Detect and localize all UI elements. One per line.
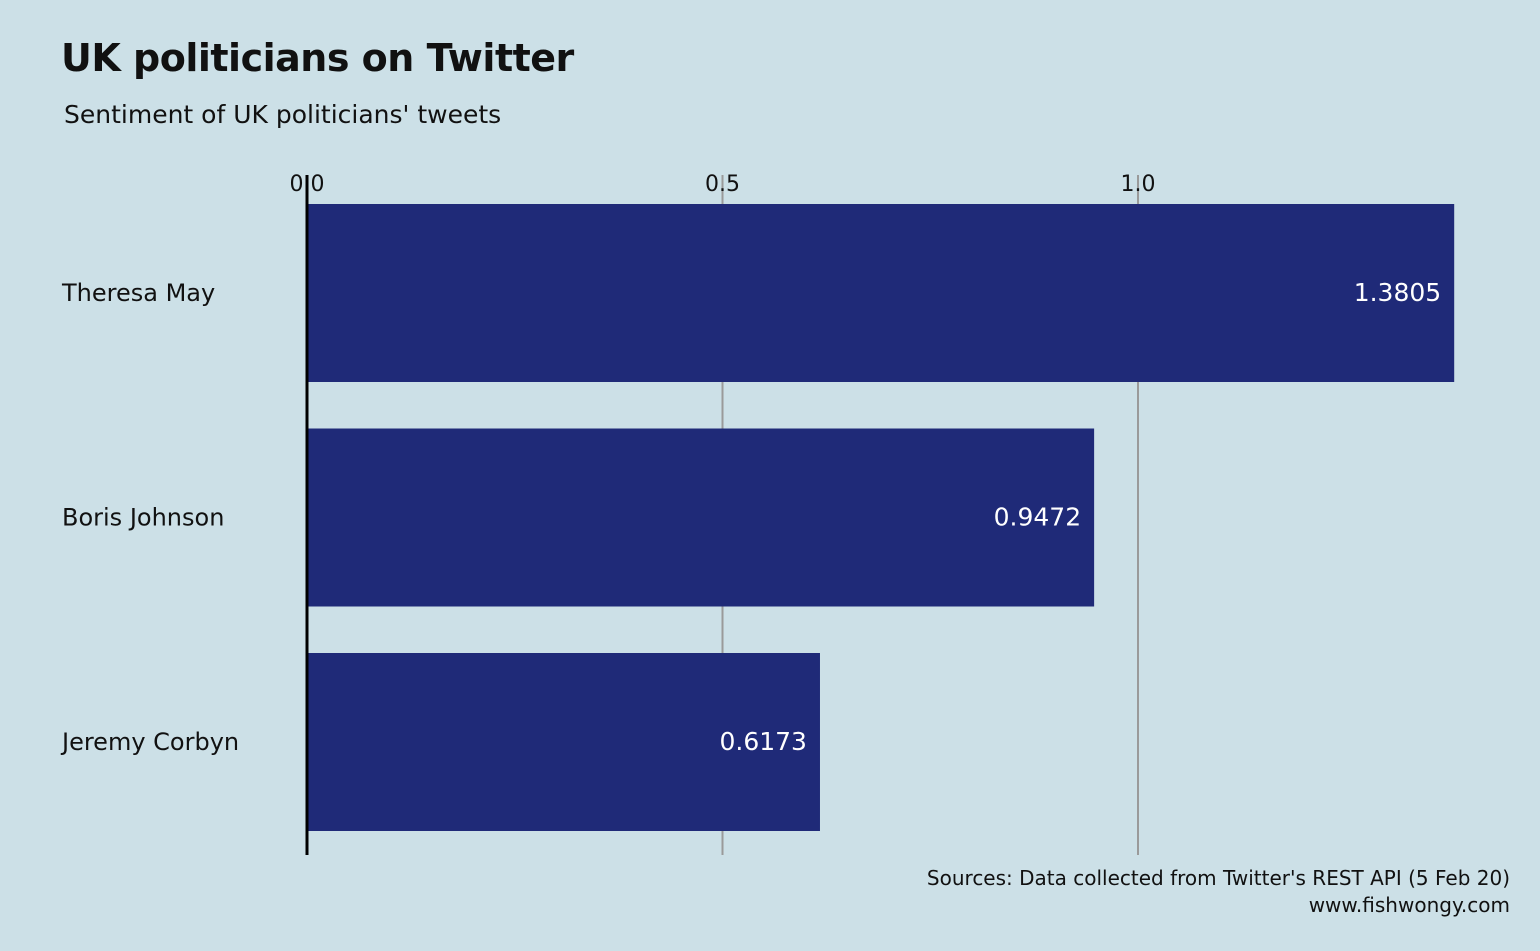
chart-title: UK politicians on Twitter [61, 36, 574, 80]
value-label: 0.9472 [994, 503, 1081, 532]
value-label: 0.6173 [719, 727, 806, 756]
x-tick-label: 0.5 [705, 172, 740, 197]
bar [307, 204, 1455, 382]
site-url: www.fishwongy.com [1308, 893, 1510, 917]
source-note: Sources: Data collected from Twitter's R… [927, 865, 1510, 919]
x-axis-ticks: 0.0 0.5 1.0 [290, 172, 1156, 197]
value-labels: 1.3805 0.9472 0.6173 [719, 278, 1441, 756]
category-label: Boris Johnson [62, 504, 224, 532]
value-label: 1.3805 [1354, 278, 1441, 307]
chart-subtitle: Sentiment of UK politicians' tweets [64, 100, 502, 129]
bar [307, 428, 1095, 607]
bar [307, 653, 820, 831]
bars [307, 204, 1455, 831]
source-text: Sources: Data collected from Twitter's R… [926, 866, 1510, 890]
category-label: Jeremy Corbyn [60, 728, 239, 756]
category-label: Theresa May [61, 279, 215, 307]
x-tick-label: 1.0 [1121, 172, 1156, 197]
category-labels: Theresa May Boris Johnson Jeremy Corbyn [60, 279, 239, 756]
